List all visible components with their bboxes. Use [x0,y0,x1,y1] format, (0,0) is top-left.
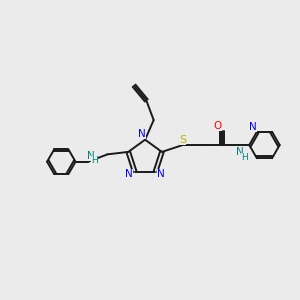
Text: H: H [91,156,98,165]
Text: N: N [138,129,146,139]
Text: N: N [125,169,133,178]
Text: O: O [214,122,222,131]
Text: S: S [179,135,186,145]
Text: N: N [157,169,165,178]
Text: H: H [241,153,248,162]
Text: N: N [87,151,94,161]
Text: N: N [249,122,257,132]
Text: N: N [236,147,243,158]
